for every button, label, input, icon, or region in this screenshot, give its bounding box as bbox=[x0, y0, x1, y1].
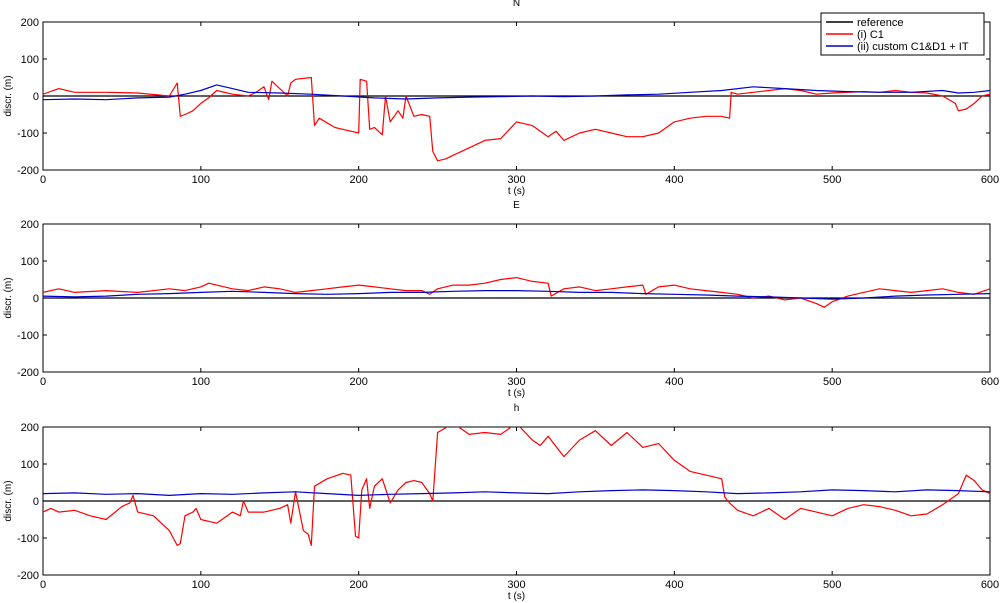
panel-title: h bbox=[514, 403, 520, 414]
y-tick-label: -200 bbox=[17, 165, 39, 177]
panel-title: E bbox=[513, 200, 520, 211]
x-tick-label: 100 bbox=[192, 376, 210, 388]
legend-box bbox=[820, 12, 985, 56]
y-tick-label: 0 bbox=[33, 91, 39, 103]
y-axis-label: discr. (m) bbox=[3, 480, 14, 521]
x-tick-label: 300 bbox=[507, 579, 525, 591]
x-tick-label: 600 bbox=[981, 579, 999, 591]
y-tick-label: -100 bbox=[17, 128, 39, 140]
x-tick-label: 400 bbox=[665, 579, 683, 591]
panel-h: h 0 100 200 300 400 500 600 -200 -100 0 100 200 t (s)… bbox=[3, 403, 999, 602]
x-tick-label: 500 bbox=[823, 174, 841, 186]
x-tick-label: 500 bbox=[823, 376, 841, 388]
x-tick-label: 200 bbox=[349, 579, 367, 591]
panel-title: N bbox=[513, 0, 520, 9]
y-tick-label: -100 bbox=[17, 533, 39, 545]
x-tick-label: 0 bbox=[40, 174, 46, 186]
panel-E: E 0 100 200 300 400 500 600 -200 -100 0 100 200 t (s)… bbox=[3, 200, 999, 399]
y-tick-label: -200 bbox=[17, 367, 39, 379]
x-axis-label: t (s) bbox=[508, 186, 525, 197]
y-tick-label: -100 bbox=[17, 330, 39, 342]
y-axis-label: discr. (m) bbox=[3, 75, 14, 116]
x-tick-label: 600 bbox=[981, 376, 999, 388]
y-tick-label: 200 bbox=[21, 17, 39, 29]
y-axis-label: discr. (m) bbox=[3, 277, 14, 318]
x-axis-label: t (s) bbox=[508, 388, 525, 399]
x-tick-label: 200 bbox=[349, 376, 367, 388]
x-tick-label: 200 bbox=[349, 174, 367, 186]
x-tick-label: 0 bbox=[40, 376, 46, 388]
x-tick-label: 400 bbox=[665, 376, 683, 388]
legend-entry: (ii) custom C1&D1 + IT bbox=[857, 41, 969, 53]
series-line-i-c1 bbox=[43, 277, 990, 308]
panel-N: N 0 100 200 300 400 500 600 -200 -100 0 100 200 t (s)… bbox=[3, 0, 999, 197]
y-tick-label: 0 bbox=[33, 293, 39, 305]
x-tick-label: 400 bbox=[665, 174, 683, 186]
series-line-ii-custom-c1-d1-it bbox=[43, 84, 990, 101]
series-line-i-c1 bbox=[43, 427, 990, 547]
y-tick-label: 200 bbox=[21, 219, 39, 231]
x-tick-label: 100 bbox=[192, 579, 210, 591]
legend-entry: (i) C1 bbox=[857, 29, 884, 41]
x-tick-label: 500 bbox=[823, 579, 841, 591]
y-tick-label: 100 bbox=[21, 459, 39, 471]
x-tick-label: 300 bbox=[507, 174, 525, 186]
x-tick-label: 0 bbox=[40, 579, 46, 591]
y-tick-label: 100 bbox=[21, 54, 39, 66]
y-tick-label: 200 bbox=[21, 422, 39, 434]
legend-entry: reference bbox=[857, 17, 903, 29]
x-tick-label: 600 bbox=[981, 174, 999, 186]
series-line-ii-custom-c1-d1-it bbox=[43, 290, 990, 300]
series-line-ii-custom-c1-d1-it bbox=[43, 489, 990, 496]
x-axis-label: t (s) bbox=[508, 591, 525, 602]
y-tick-label: 100 bbox=[21, 256, 39, 268]
legend: reference(i) C1(ii) custom C1&D1 + IT bbox=[820, 12, 985, 56]
series-line-i-c1 bbox=[43, 76, 990, 162]
y-tick-label: -200 bbox=[17, 570, 39, 582]
y-tick-label: 0 bbox=[33, 496, 39, 508]
x-tick-label: 300 bbox=[507, 376, 525, 388]
x-tick-label: 100 bbox=[192, 174, 210, 186]
